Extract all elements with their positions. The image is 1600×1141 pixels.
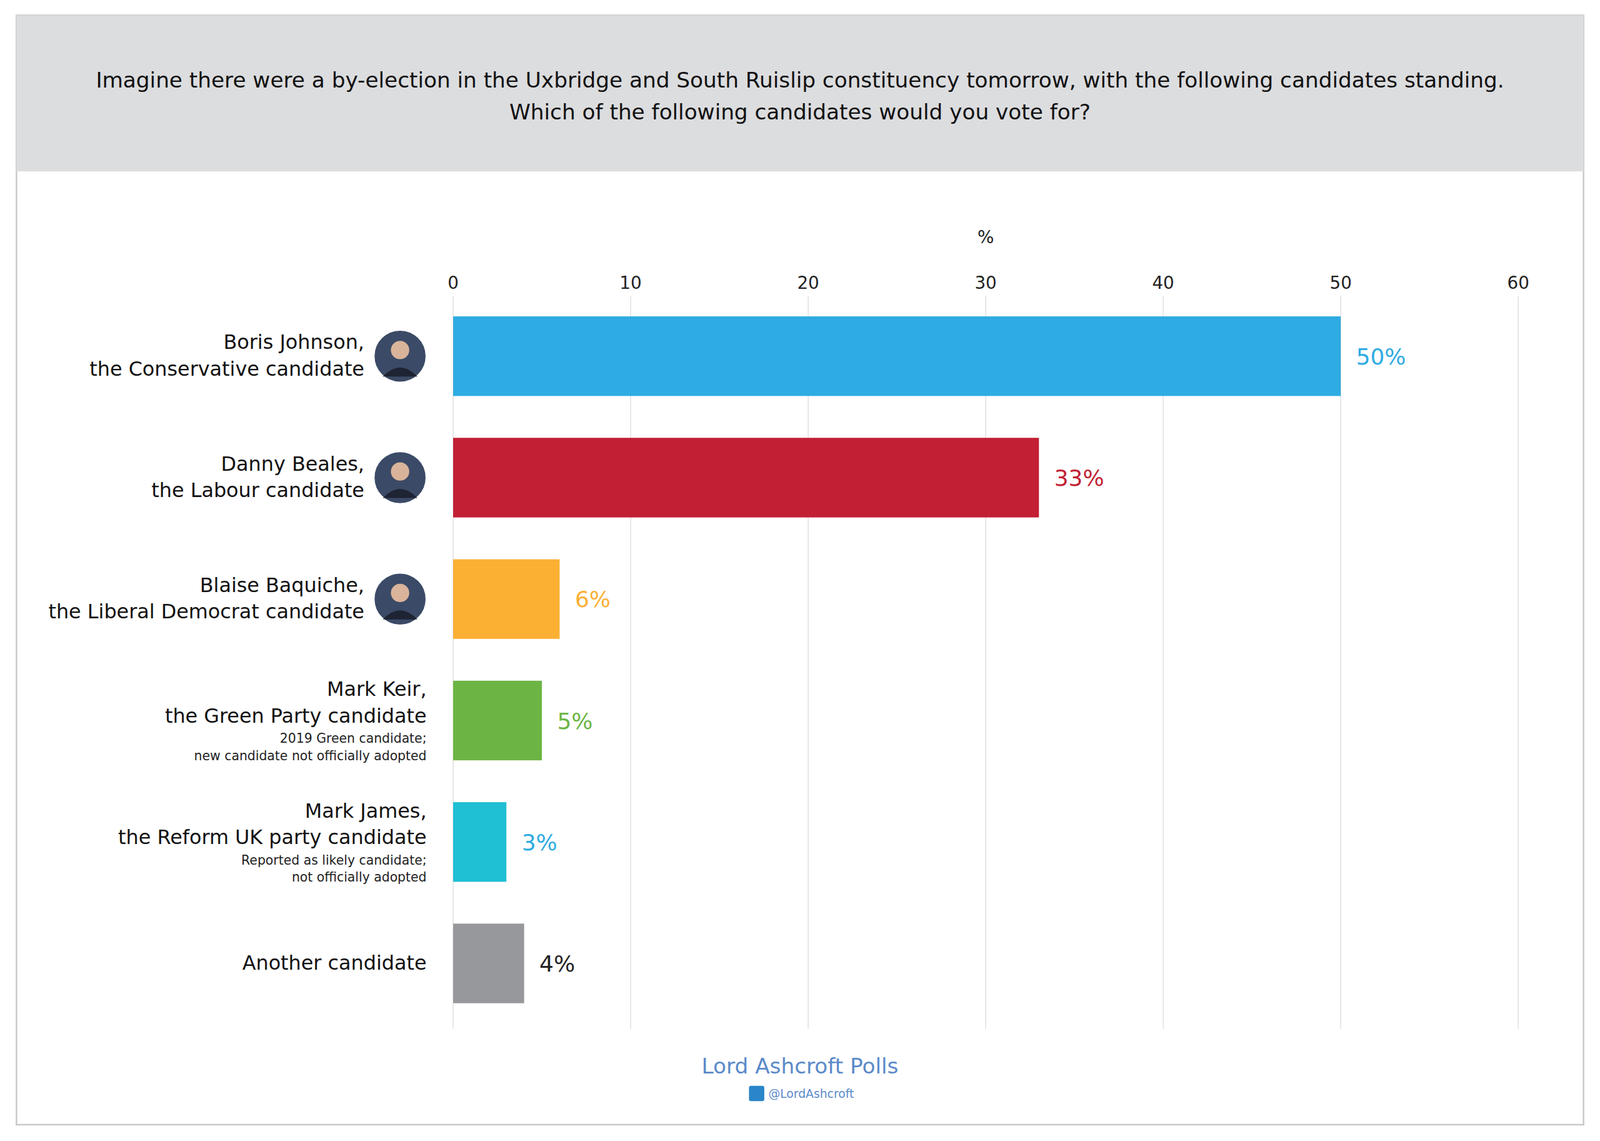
candidate-photo: [373, 329, 427, 383]
data-label: 6%: [575, 586, 611, 612]
candidate-photo-body: [382, 610, 418, 620]
bar: [453, 316, 1341, 396]
category-label: Danny Beales,the Labour candidate: [151, 451, 365, 502]
tick-label: 60: [1507, 272, 1530, 294]
tick-label: 30: [974, 272, 997, 294]
bar: [453, 680, 542, 760]
candidate-photo-face: [390, 583, 409, 602]
grid-line: [1162, 295, 1164, 1029]
title: Imagine there were a by-election in the …: [95, 67, 1504, 125]
credit: @LordAshcroft: [768, 1086, 854, 1100]
tick-label: 50: [1330, 272, 1352, 294]
bar: [453, 437, 1039, 517]
twitter-icon: [748, 1085, 764, 1101]
grid-line: [630, 295, 632, 1029]
source: Lord Ashcroft Polls: [701, 1053, 899, 1079]
category-note: Reported as likely candidate;not officia…: [241, 852, 427, 885]
category-label: Boris Johnson,the Conservative candidate: [89, 330, 365, 380]
category-note: 2019 Green candidate;new candidate not o…: [194, 730, 427, 764]
header: [16, 15, 1584, 172]
frame: [16, 15, 1584, 1124]
category-label: Mark James,the Reform UK party candidate: [118, 798, 427, 849]
data-label: 3%: [521, 829, 558, 855]
bars: [453, 316, 1341, 1004]
grid-line: [1517, 295, 1519, 1029]
category-label: Blaise Baquiche,the Liberal Democrat can…: [48, 573, 365, 624]
bar: [453, 559, 560, 639]
tick-label: 10: [619, 272, 642, 294]
data-label: 5%: [556, 708, 593, 734]
candidate-photo-face: [390, 340, 409, 359]
candidate-photo: [373, 572, 427, 626]
candidate-photo-body: [382, 488, 418, 499]
grid-line: [1340, 295, 1342, 1029]
chart: Imagine there were a by-election in the …: [0, 0, 1600, 1141]
candidate-photo-body: [382, 367, 418, 377]
grid-line: [807, 295, 809, 1029]
axis-label: %: [977, 226, 994, 248]
bar: [453, 923, 525, 1003]
category-label: Mark Keir,the Green Party candidate: [165, 676, 427, 727]
grid-line: [985, 295, 987, 1029]
data-label: 4%: [539, 950, 575, 977]
category-label: Another candidate: [242, 950, 427, 975]
candidate-photo-face: [390, 461, 409, 480]
tick-label: 40: [1151, 272, 1174, 294]
grid-line: [452, 295, 454, 1029]
bar: [453, 801, 507, 882]
tick-label: 0: [447, 272, 459, 294]
data-label: 50%: [1356, 343, 1407, 370]
tick-label: 20: [796, 272, 819, 294]
data-label: 33%: [1054, 465, 1105, 491]
candidate-photo: [373, 451, 427, 505]
